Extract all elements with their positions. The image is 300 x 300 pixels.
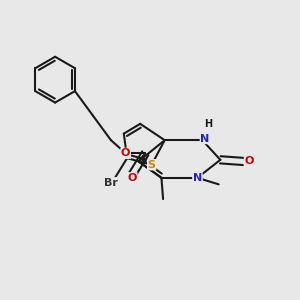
Text: Br: Br xyxy=(104,178,118,188)
Text: N: N xyxy=(193,173,202,183)
Text: O: O xyxy=(121,148,130,158)
Text: O: O xyxy=(128,173,137,183)
Text: N: N xyxy=(200,134,210,143)
Text: S: S xyxy=(148,160,156,170)
Text: O: O xyxy=(244,157,254,166)
Text: H: H xyxy=(204,119,212,130)
